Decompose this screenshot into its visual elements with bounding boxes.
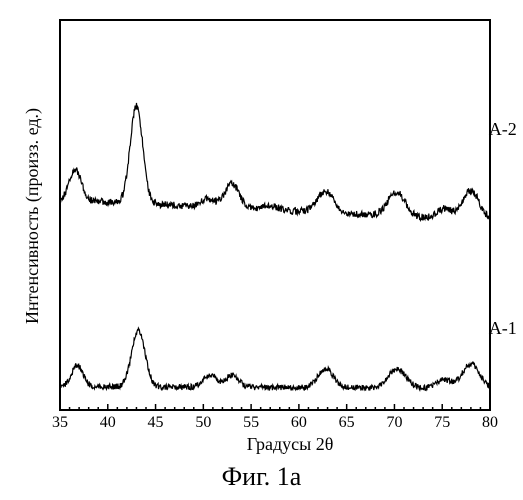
x-tick-label: 70 xyxy=(386,414,402,432)
series-A-2 xyxy=(60,103,490,220)
x-tick-label: 55 xyxy=(243,414,259,432)
x-tick-label: 40 xyxy=(100,414,116,432)
x-tick-label: 65 xyxy=(339,414,355,432)
series-label-A-1: A-1 xyxy=(489,318,517,339)
x-tick-label: 80 xyxy=(482,414,498,432)
y-axis-label: Интенсивность (произз. ед.) xyxy=(22,108,43,324)
series-A-1 xyxy=(60,328,490,391)
x-tick-label: 35 xyxy=(52,414,68,432)
series-label-A-2: A-2 xyxy=(489,119,517,140)
x-axis-label: Градусы 2θ xyxy=(215,434,365,455)
figure-caption: Фиг. 1a xyxy=(0,462,523,492)
x-tick-label: 50 xyxy=(195,414,211,432)
x-tick-label: 60 xyxy=(291,414,307,432)
xrd-figure: Интенсивность (произз. ед.) Градусы 2θ A… xyxy=(0,0,523,500)
x-tick-label: 45 xyxy=(148,414,164,432)
x-tick-label: 75 xyxy=(434,414,450,432)
